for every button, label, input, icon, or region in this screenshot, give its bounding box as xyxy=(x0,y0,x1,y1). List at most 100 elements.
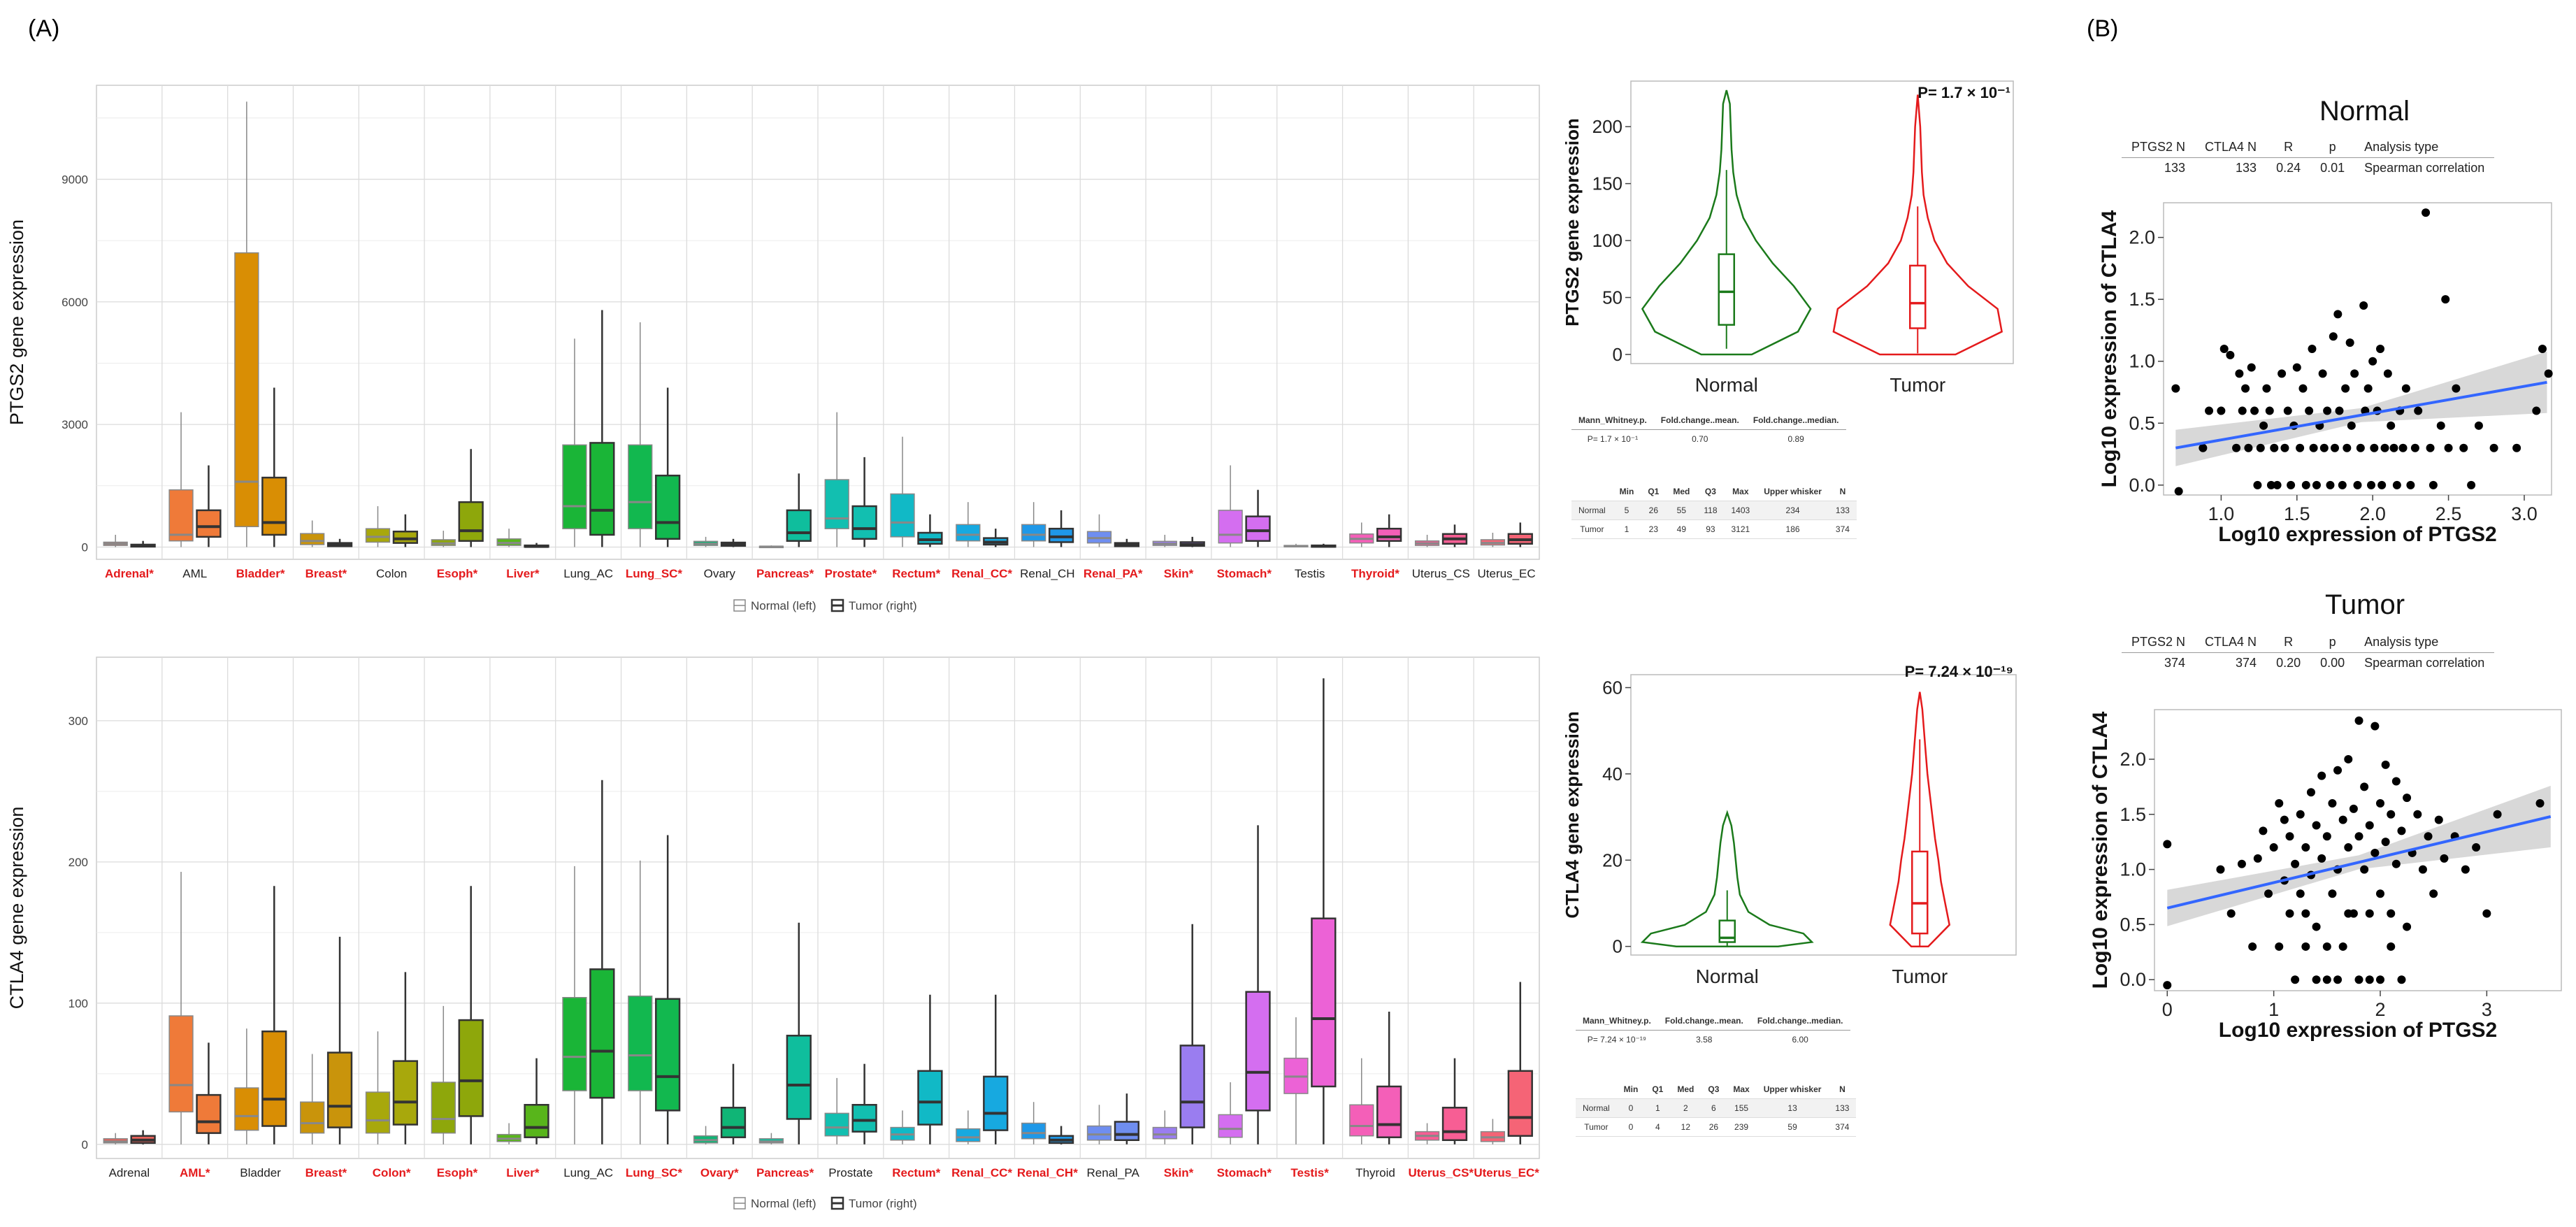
stats-cell: 12 xyxy=(1670,1117,1701,1137)
data-point xyxy=(2493,810,2502,819)
data-point xyxy=(2283,406,2292,415)
data-point xyxy=(2298,384,2308,393)
data-point xyxy=(2381,760,2390,769)
x-tick-label: 1.0 xyxy=(2208,503,2235,524)
stats-cell: 374 xyxy=(1828,519,1857,539)
box-tumor-colon xyxy=(392,972,419,1145)
violin-plot-area xyxy=(1630,674,2017,956)
data-point xyxy=(2301,480,2310,489)
data-point xyxy=(2368,357,2377,366)
cor-value: Spearman correlation xyxy=(2364,161,2485,175)
box-normal-renal_ch xyxy=(1021,1102,1046,1145)
stats-cell: 4 xyxy=(1645,1117,1671,1137)
data-point xyxy=(2244,443,2253,452)
box-normal-skin xyxy=(1152,534,1177,547)
ctla4-mann-whitney-table: Mann_Whitney.p. Fold.change..mean. Fold.… xyxy=(1576,1012,1939,1049)
x-tick-label: 3 xyxy=(2482,999,2492,1020)
data-point xyxy=(2349,804,2358,813)
box-iqr xyxy=(1021,1122,1046,1140)
data-point xyxy=(2535,799,2545,808)
box-iqr xyxy=(628,995,653,1091)
box-tumor-thyroid xyxy=(1376,1011,1402,1145)
data-point xyxy=(2253,854,2262,863)
violin-plot-area xyxy=(1630,80,2014,364)
box-tumor-uterus_ec xyxy=(1507,982,1533,1145)
mw-header: Mann_Whitney.p. xyxy=(1571,411,1654,430)
data-point xyxy=(2377,480,2387,489)
data-point xyxy=(2370,443,2379,452)
data-point xyxy=(2248,942,2257,951)
violin-tumor xyxy=(1889,691,1951,947)
y-tick-label: 2.0 xyxy=(2129,227,2155,248)
data-point xyxy=(2403,794,2412,803)
box-normal-prostate xyxy=(824,412,849,547)
cor-header: CTLA4 N xyxy=(2195,137,2267,158)
stats-header: N xyxy=(1828,482,1857,501)
data-point xyxy=(2216,865,2225,874)
box-tumor-testis xyxy=(1311,678,1337,1145)
cor-header: CTLA4 N xyxy=(2195,632,2267,653)
data-point xyxy=(2347,421,2356,430)
y-tick-label: 20 xyxy=(1602,849,1622,870)
violin-tumor xyxy=(1832,94,2003,356)
data-point xyxy=(2269,843,2278,852)
data-point xyxy=(2360,782,2369,791)
stats-header: Max xyxy=(1726,1080,1757,1099)
box-normal-rectum xyxy=(890,1110,915,1145)
y-axis-title: CTLA4 gene expression xyxy=(1562,711,1583,918)
box-normal-uterus_cs xyxy=(1414,534,1440,547)
data-point xyxy=(2406,480,2415,489)
stats-header: Med xyxy=(1666,482,1697,501)
x-category-label: Adrenal* xyxy=(105,567,154,580)
x-category-label: Lung_SC* xyxy=(626,567,683,580)
box-iqr xyxy=(655,998,681,1112)
x-category-label: Renal_CH* xyxy=(1017,1166,1078,1179)
stats-cell: 0 xyxy=(1616,1117,1646,1137)
stats-cell: 49 xyxy=(1666,519,1697,539)
box-iqr xyxy=(300,1101,325,1134)
x-category-label: Thyroid xyxy=(1355,1166,1395,1179)
ptgs2-descriptive-table: Min Q1 Med Q3 Max Upper whisker N Normal… xyxy=(1571,482,1949,539)
data-point xyxy=(2467,480,2476,489)
box-normal-aml xyxy=(168,871,194,1145)
cor-value: 0.24 xyxy=(2276,161,2301,175)
data-point xyxy=(2345,338,2354,347)
box-tumor-pancreas xyxy=(786,922,812,1145)
cor-header: p xyxy=(2310,632,2355,653)
data-point xyxy=(2413,810,2422,819)
box-tumor-testis xyxy=(1311,543,1337,548)
y-tick-label: 0 xyxy=(82,1138,88,1151)
data-point xyxy=(2309,443,2318,452)
box-normal-liver xyxy=(496,529,521,547)
cor-value: 133 xyxy=(2164,161,2186,175)
box-iqr xyxy=(234,1087,259,1131)
legend-normal-label: Normal (left) xyxy=(751,1197,816,1210)
box-tumor-rectum xyxy=(917,514,943,547)
box-tumor-renal_ch xyxy=(1048,510,1074,547)
box-normal-thyroid xyxy=(1349,1058,1374,1145)
y-tick-label: 200 xyxy=(1592,116,1622,137)
data-point xyxy=(2338,815,2347,824)
stats-cell: 3121 xyxy=(1724,519,1757,539)
x-category-label: Adrenal xyxy=(109,1166,150,1179)
x-category-label: Lung_AC xyxy=(563,1166,613,1179)
data-point xyxy=(2301,843,2310,852)
box-normal-renal_cc xyxy=(956,502,981,547)
x-category-label: Uterus_CS* xyxy=(1408,1166,1474,1179)
box-iqr xyxy=(1245,991,1271,1112)
data-point xyxy=(2387,421,2396,430)
x-category-label: Pancreas* xyxy=(756,1166,814,1179)
box-normal-lung_sc xyxy=(628,322,653,547)
data-point xyxy=(2512,443,2521,452)
box-iqr xyxy=(890,493,915,538)
stats-header: Upper whisker xyxy=(1757,482,1829,501)
box-iqr xyxy=(1245,515,1271,542)
data-point xyxy=(2285,909,2294,918)
data-point xyxy=(2312,922,2321,931)
confidence-band xyxy=(2167,785,2551,926)
x-axis-title: Log10 expression of PTGS2 xyxy=(2218,523,2496,546)
data-point xyxy=(2273,480,2282,489)
box-normal-breast xyxy=(300,1054,325,1145)
scatter-title: Tumor xyxy=(2325,589,2405,620)
box-tumor-skin xyxy=(1179,924,1205,1145)
